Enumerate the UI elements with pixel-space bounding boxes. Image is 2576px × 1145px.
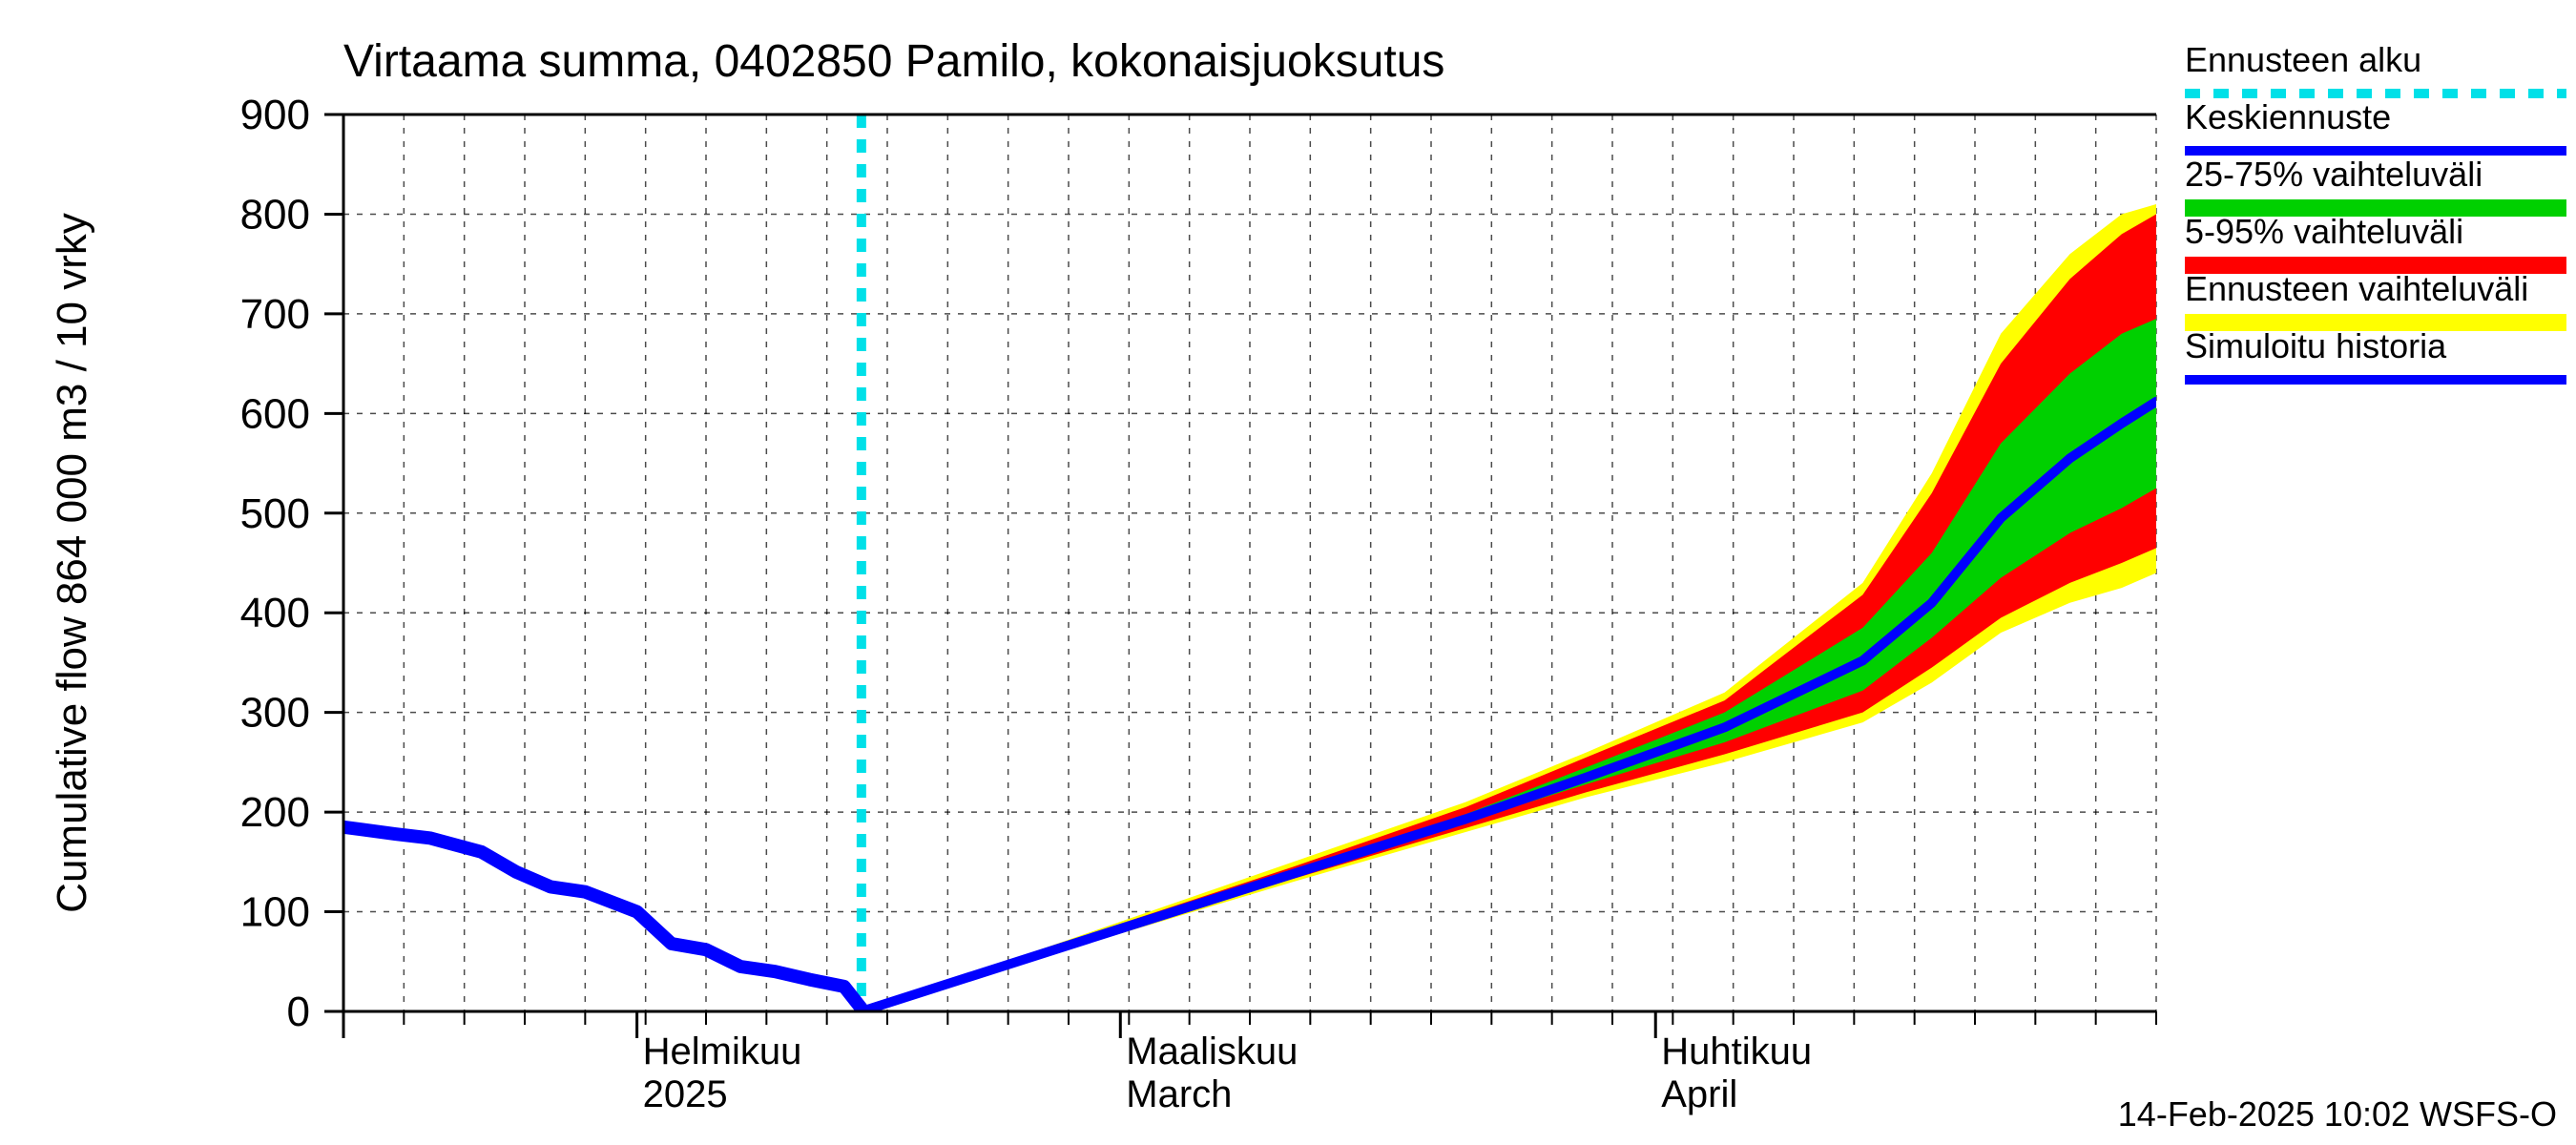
y-tick-label: 200 bbox=[240, 789, 310, 836]
y-tick-label: 400 bbox=[240, 590, 310, 636]
chart-title: Virtaama summa, 0402850 Pamilo, kokonais… bbox=[343, 36, 1444, 87]
x-month-sublabel: March bbox=[1126, 1073, 1232, 1115]
footer-timestamp: 14-Feb-2025 10:02 WSFS-O bbox=[2118, 1094, 2557, 1134]
y-tick-label: 0 bbox=[287, 989, 310, 1035]
legend-label: 5-95% vaihteluväli bbox=[2185, 212, 2463, 251]
y-tick-label: 900 bbox=[240, 92, 310, 138]
y-tick-label: 500 bbox=[240, 490, 310, 537]
x-month-label: Maaliskuu bbox=[1126, 1030, 1298, 1072]
legend-label: 25-75% vaihteluväli bbox=[2185, 155, 2483, 194]
legend-label: Keskiennuste bbox=[2185, 97, 2391, 136]
y-tick-label: 700 bbox=[240, 291, 310, 338]
y-axis-label: Cumulative flow 864 000 m3 / 10 vrky bbox=[49, 213, 95, 913]
x-month-label: Helmikuu bbox=[643, 1030, 802, 1072]
chart: 0 100 200 300 400 500 600 700 800 900 Helmikuu2025… bbox=[0, 0, 2576, 1145]
forecast-bands bbox=[862, 204, 2156, 1011]
legend-label: Ennusteen alku bbox=[2185, 40, 2421, 79]
x-month-sublabel: 2025 bbox=[643, 1073, 728, 1115]
y-tick-label: 600 bbox=[240, 390, 310, 437]
y-tick-label: 800 bbox=[240, 191, 310, 238]
legend: Ennusteen alku Keskiennuste 25-75% vaihtel… bbox=[2185, 40, 2566, 380]
x-month-label: Huhtikuu bbox=[1661, 1030, 1812, 1072]
x-month-sublabel: April bbox=[1661, 1073, 1737, 1115]
legend-label: Ennusteen vaihteluväli bbox=[2185, 269, 2528, 308]
y-tick-label: 100 bbox=[240, 889, 310, 936]
y-tick-label: 300 bbox=[240, 690, 310, 737]
legend-label: Simuloitu historia bbox=[2185, 326, 2447, 365]
history-line bbox=[343, 827, 862, 1009]
